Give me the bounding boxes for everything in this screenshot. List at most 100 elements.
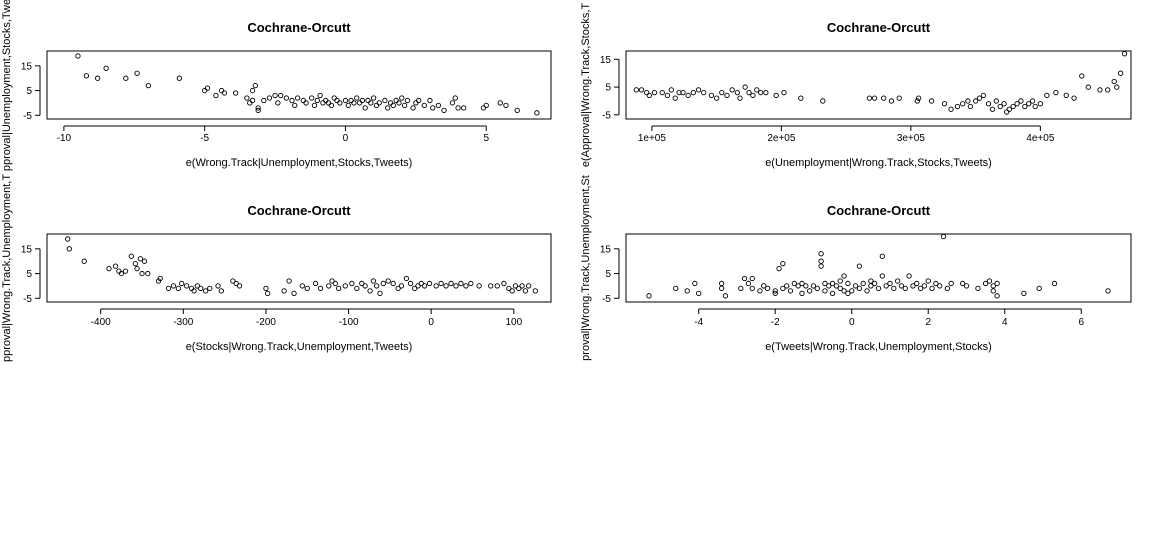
scatter-point: [980, 92, 987, 99]
scatter-point: [1022, 103, 1028, 110]
scatter-point: [421, 102, 427, 109]
scatter-point: [390, 102, 396, 109]
scatter-point: [218, 288, 224, 294]
scatter-point: [207, 285, 213, 292]
scatter-point: [849, 288, 855, 294]
scatter-point: [948, 280, 954, 287]
scatter-point: [879, 273, 885, 279]
scatter-point: [754, 87, 760, 93]
x-axis-label: e(Stocks|Wrong.Track,Unemployment,Tweets…: [186, 341, 413, 353]
x-tick-label: -200: [256, 317, 276, 328]
scatter-point: [1121, 51, 1128, 57]
y-tick-label: 5: [26, 269, 32, 280]
scatter-point: [448, 280, 454, 287]
scatter-point: [750, 92, 756, 99]
scatter-point: [664, 92, 671, 99]
scatter-point: [673, 285, 679, 292]
point-series: [75, 53, 540, 116]
scatter-point: [441, 107, 447, 113]
scatter-point: [356, 100, 363, 106]
scatter-point: [404, 97, 411, 104]
scatter-point: [362, 283, 368, 289]
scatter-point: [866, 95, 873, 101]
scatter-point: [1117, 70, 1124, 76]
x-tick-label: -4: [694, 317, 703, 328]
chart-title: Cochrane-Orcutt: [247, 20, 351, 35]
scatter-point: [311, 102, 318, 109]
scatter-point: [362, 105, 368, 111]
scatter-point: [1006, 106, 1012, 112]
x-tick-label: 4e+05: [1026, 133, 1055, 144]
scatter-point: [738, 285, 744, 292]
scatter-point: [868, 278, 874, 284]
scatter-point: [198, 285, 204, 292]
scatter-point: [430, 105, 436, 111]
scatter-point: [382, 97, 388, 104]
scatter-point: [1085, 84, 1091, 90]
scatter-point: [1071, 95, 1077, 101]
scatter-point: [646, 92, 652, 99]
scatter-point: [342, 97, 349, 104]
scatter-point: [646, 293, 652, 299]
scatter-point: [963, 283, 970, 289]
scatter-point: [337, 100, 343, 106]
scatter-point: [170, 283, 177, 289]
scatter-point: [272, 92, 278, 99]
scatter-point: [247, 100, 253, 106]
scatter-point: [390, 280, 396, 287]
scatter-point: [345, 102, 351, 109]
scatter-point: [972, 98, 979, 104]
scatter-point: [818, 251, 824, 257]
scatter-point: [412, 285, 418, 292]
point-series: [633, 51, 1128, 115]
plot-frame: [625, 233, 1132, 303]
x-tick-label: 0: [343, 133, 349, 144]
scatter-point: [213, 92, 219, 99]
scatter-point: [668, 87, 674, 93]
x-tick-label: -100: [339, 317, 359, 328]
scatter-point: [435, 102, 442, 109]
scatter-point: [532, 288, 538, 294]
scatter-point: [416, 97, 422, 104]
scatter-point: [818, 263, 824, 269]
scatter-point: [1114, 84, 1120, 90]
point-series: [65, 236, 538, 296]
scatter-point: [741, 275, 748, 282]
scatter-point: [118, 270, 125, 277]
x-axis-label: e(Tweets|Wrong.Track,Unemployment,Stocks…: [765, 341, 992, 353]
scatter-point: [871, 95, 878, 101]
scatter-point: [975, 285, 981, 292]
scatter-point: [403, 275, 410, 282]
scatter-point: [806, 288, 813, 294]
scatter-point: [985, 101, 992, 107]
scatter-point: [791, 280, 797, 287]
scatter-point: [334, 97, 340, 104]
scatter-point: [373, 102, 380, 109]
scatter-point: [1014, 101, 1020, 107]
scatter-point: [323, 97, 329, 104]
scatter-point: [317, 285, 324, 292]
scatter-point: [1004, 109, 1010, 115]
y-tick-label: 15: [600, 55, 612, 66]
scatter-point: [894, 278, 901, 284]
x-tick-label: 6: [1078, 317, 1084, 328]
x-tick-label: -10: [57, 133, 72, 144]
scatter-point: [204, 85, 211, 91]
scatter-point: [215, 283, 221, 289]
scatter-point: [83, 73, 90, 79]
scatter-point: [1001, 101, 1007, 107]
scatter-point: [746, 89, 752, 96]
scatter-point: [145, 82, 152, 89]
scatter-point: [179, 280, 185, 287]
scatter-point: [701, 89, 707, 96]
scatter-point: [1021, 290, 1027, 296]
scatter-point: [519, 283, 525, 289]
scatter-point: [255, 107, 261, 113]
scatter-point: [509, 288, 515, 294]
y-tick-label: 5: [605, 83, 611, 94]
scatter-point: [891, 285, 897, 292]
scatter-point: [480, 105, 487, 111]
scatter-point: [112, 263, 119, 269]
scatter-point: [644, 89, 650, 96]
scatter-point: [351, 100, 357, 106]
